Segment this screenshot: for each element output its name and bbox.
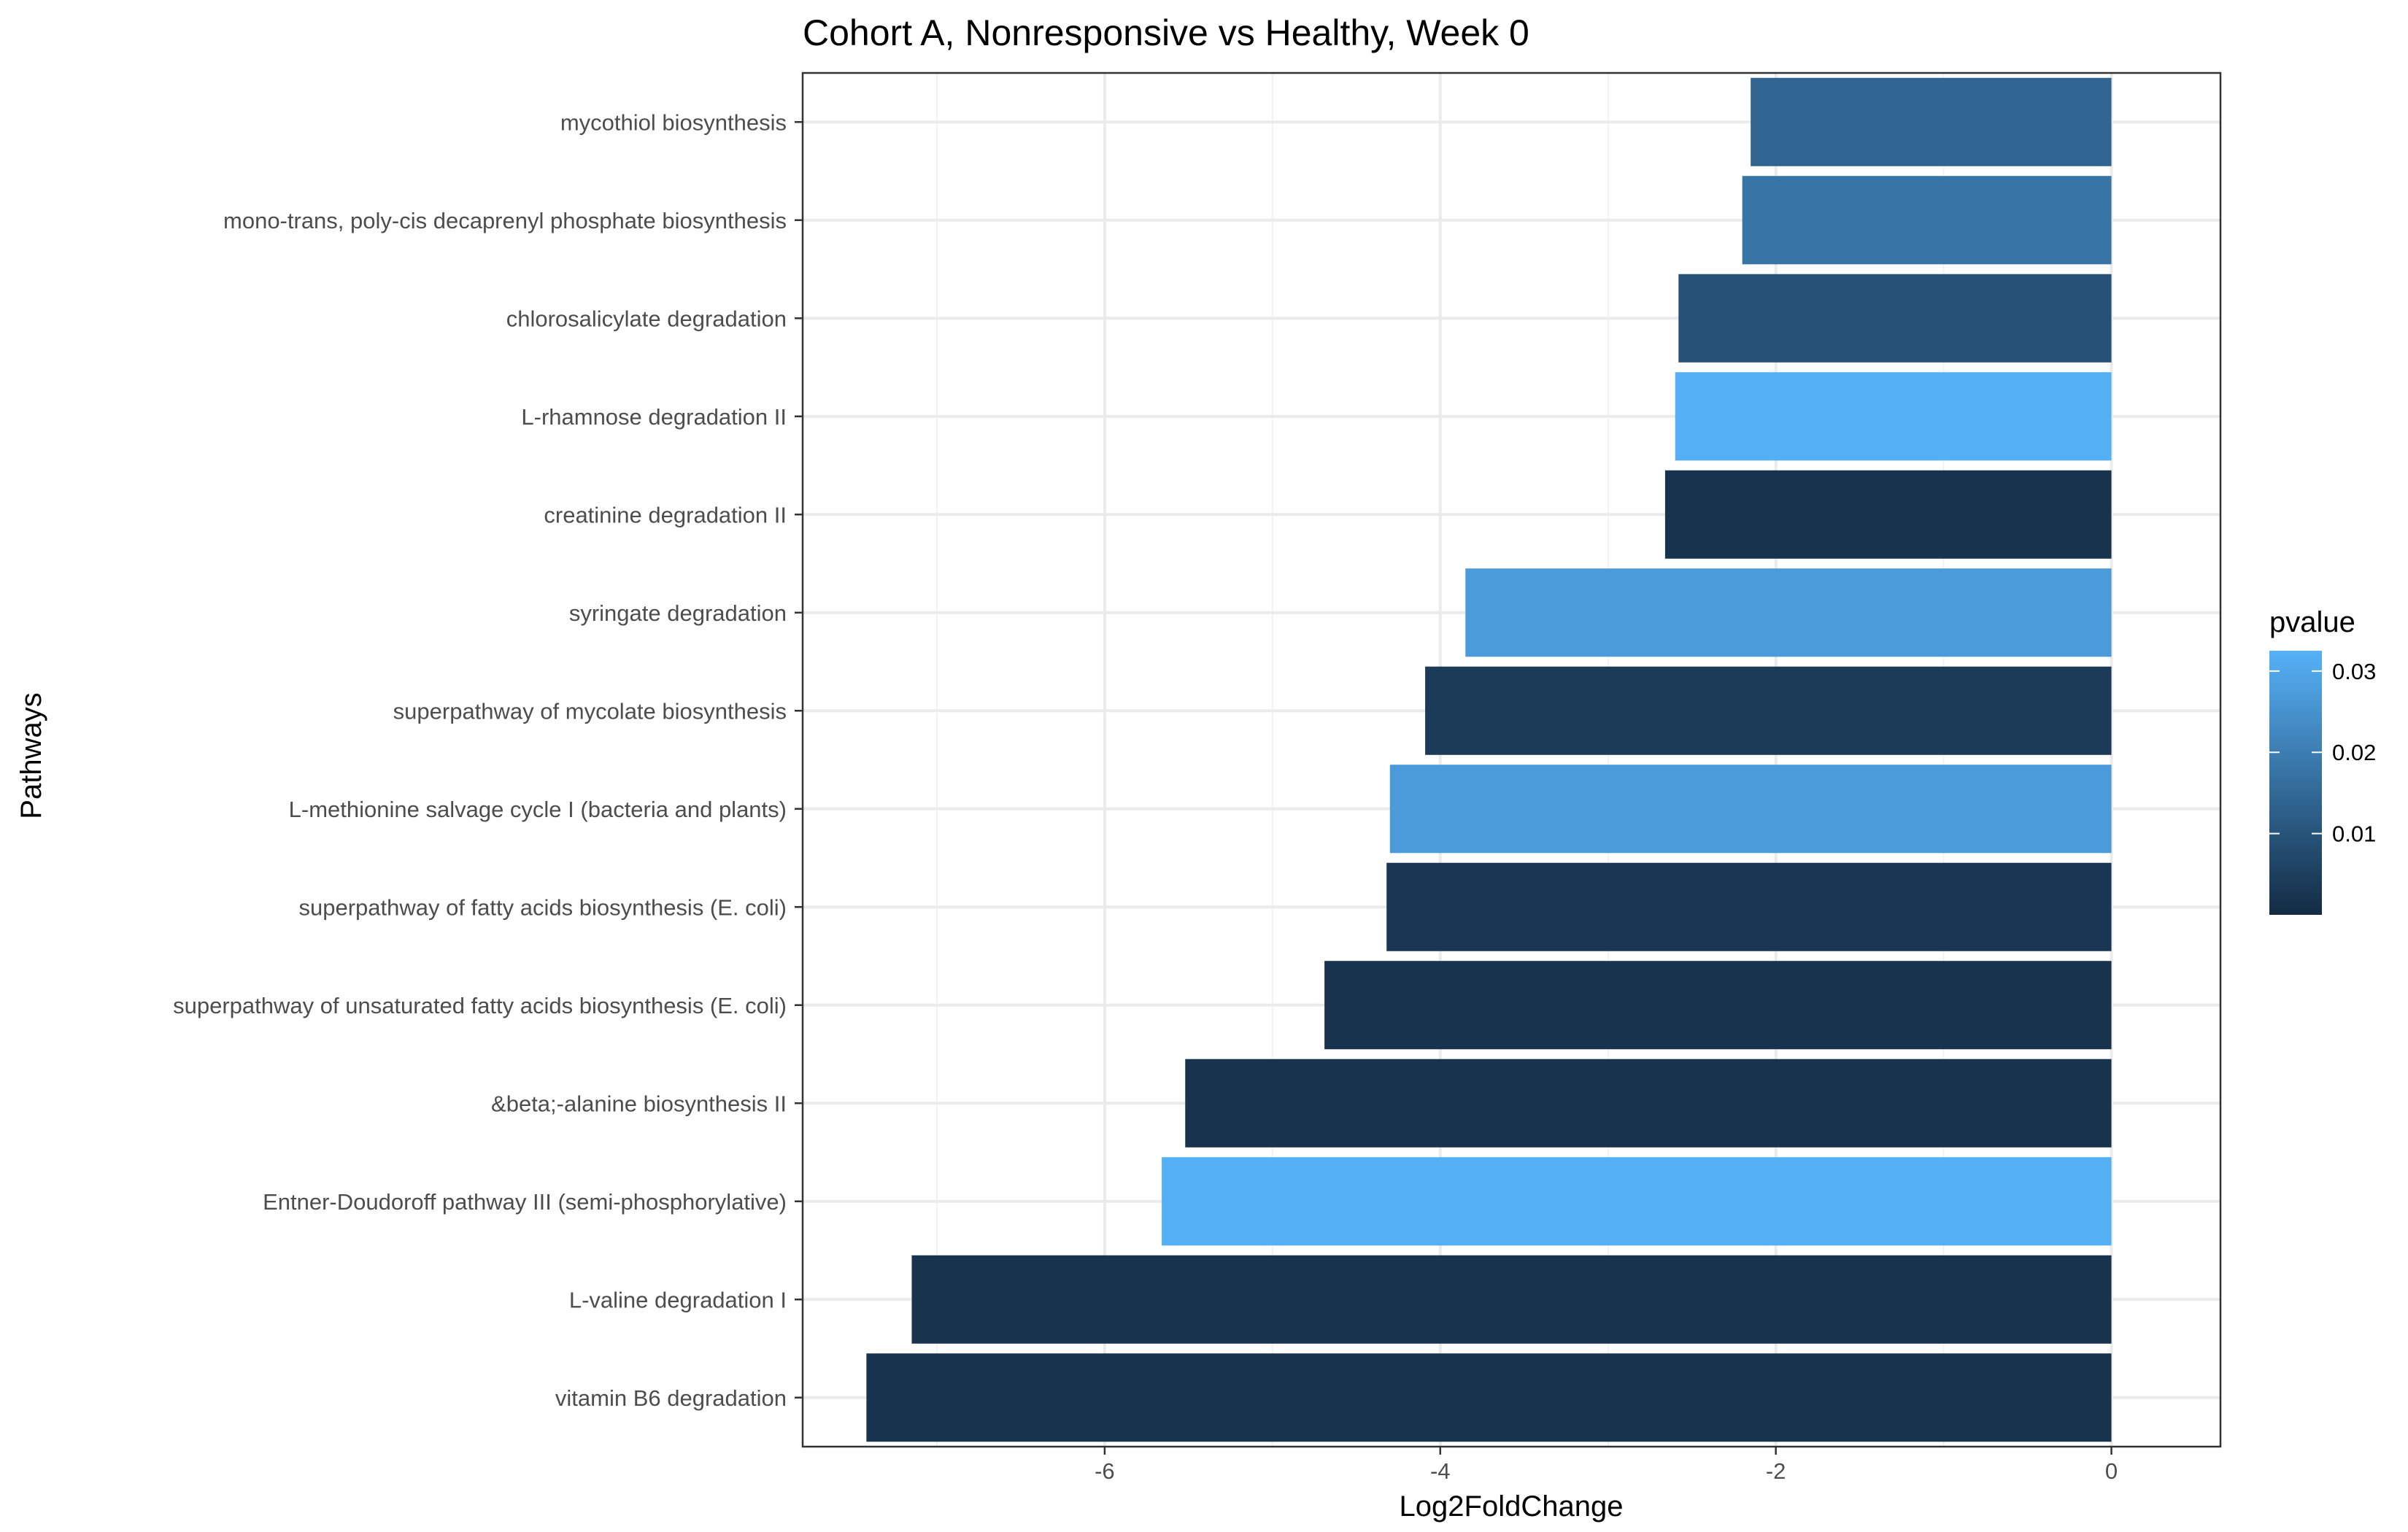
bar	[1664, 470, 2112, 559]
bar	[911, 1255, 2112, 1344]
y-axis: mycothiol biosynthesis mono-trans, poly-c…	[173, 109, 803, 1411]
bars	[866, 77, 2112, 1442]
y-tick-label: superpathway of mycolate biosynthesis	[393, 698, 787, 724]
y-tick-label: syringate degradation	[569, 600, 787, 626]
y-tick-label: &beta;-alanine biosynthesis II	[491, 1091, 787, 1116]
y-tick-label: vitamin B6 degradation	[555, 1385, 787, 1411]
x-axis: -6 -4 -2 0	[1095, 1447, 2118, 1484]
legend-tick-label: 0.03	[2332, 659, 2376, 684]
bar	[1465, 568, 2112, 657]
legend: pvalue 0.01 0.02 0.03	[2269, 606, 2376, 915]
legend-ticks: 0.01 0.02 0.03	[2269, 659, 2376, 847]
plot-panel	[801, 71, 2222, 1448]
y-tick-label: superpathway of unsaturated fatty acids …	[173, 993, 787, 1018]
y-tick-label: superpathway of fatty acids biosynthesis…	[298, 894, 787, 920]
bar	[1675, 372, 2112, 461]
x-tick-label: -2	[1766, 1458, 1786, 1484]
bar	[1751, 77, 2112, 166]
y-axis-title: Pathways	[15, 692, 47, 819]
bar	[1742, 176, 2112, 265]
panel-border	[801, 71, 2222, 1448]
y-tick-label: L-valine degradation I	[569, 1287, 787, 1312]
y-tick-label: Entner-Doudoroff pathway III (semi-phosp…	[263, 1189, 787, 1215]
bar	[866, 1353, 2112, 1442]
bar	[1386, 862, 2112, 951]
bar	[1425, 666, 2112, 755]
bar	[1185, 1059, 2112, 1148]
legend-colorbar	[2269, 651, 2322, 915]
bar	[1389, 765, 2112, 854]
x-tick-label: 0	[2105, 1458, 2118, 1484]
legend-tick-label: 0.02	[2332, 740, 2376, 765]
legend-title: pvalue	[2269, 606, 2355, 638]
x-tick-label: -4	[1430, 1458, 1451, 1484]
y-tick-label: mono-trans, poly-cis decaprenyl phosphat…	[223, 208, 787, 233]
y-tick-label: chlorosalicylate degradation	[506, 306, 787, 331]
y-tick-label: creatinine degradation II	[544, 502, 787, 527]
y-tick-label: mycothiol biosynthesis	[560, 109, 787, 135]
legend-tick-label: 0.01	[2332, 821, 2376, 847]
x-tick-label: -6	[1095, 1458, 1115, 1484]
y-tick-label: L-methionine salvage cycle I (bacteria a…	[289, 797, 787, 822]
y-tick-label: L-rhamnose degradation II	[521, 404, 787, 430]
chart-title: Cohort A, Nonresponsive vs Healthy, Week…	[803, 12, 1529, 53]
bar	[1162, 1157, 2112, 1246]
x-axis-title: Log2FoldChange	[1400, 1490, 1624, 1523]
bar	[1678, 274, 2112, 363]
bar	[1324, 961, 2112, 1050]
